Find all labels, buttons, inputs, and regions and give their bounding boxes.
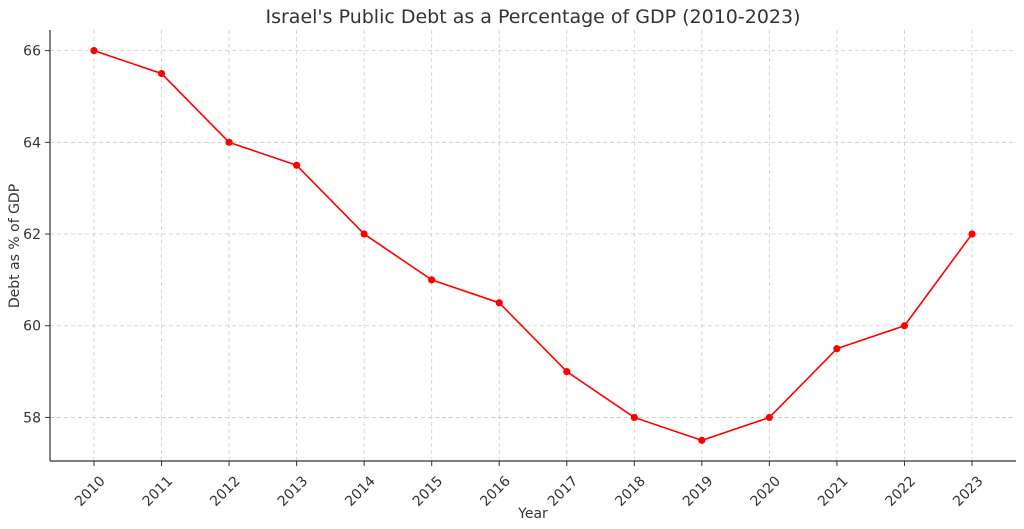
x-tick-label: 2017 (545, 473, 582, 510)
x-tick-labels: 2010 2011 2012 2013 2014 2015 2016 2017 2018 2019… (72, 461, 987, 510)
x-tick-label: 2020 (747, 473, 784, 510)
x-tick-label: 2016 (477, 473, 514, 510)
x-tick-label: 2022 (883, 473, 920, 510)
data-point (495, 299, 503, 307)
data-point (968, 230, 976, 238)
data-point (360, 230, 368, 238)
data-point (428, 276, 436, 284)
x-tick-label: 2015 (410, 473, 447, 510)
series-line (93, 49, 973, 442)
data-point (90, 47, 98, 55)
data-point (630, 413, 638, 422)
axes (49, 30, 1016, 462)
data-point (293, 161, 301, 169)
y-tick-label: 58 (23, 410, 41, 426)
x-tick-label: 2023 (950, 473, 987, 510)
x-tick-label: 2011 (140, 473, 177, 510)
y-tick-label: 64 (23, 135, 41, 151)
chart-title: Israel's Public Debt as a Percentage of … (265, 6, 800, 28)
data-point (157, 69, 166, 78)
x-axis-label: Year (517, 506, 548, 522)
y-tick-label: 62 (23, 227, 41, 243)
y-tick-label: 60 (23, 319, 41, 335)
x-tick-label: 2018 (612, 473, 649, 510)
x-tick-label: 2021 (815, 473, 852, 510)
y-tick-label: 66 (23, 44, 41, 60)
grid-lines (50, 30, 1016, 461)
data-point (765, 413, 773, 422)
data-point (698, 436, 706, 444)
x-tick-label: 2013 (275, 473, 312, 510)
x-tick-label: 2012 (207, 473, 244, 510)
y-tick-labels: 58 60 62 64 66 (23, 44, 50, 426)
x-tick-label: 2019 (680, 473, 717, 510)
data-point (833, 345, 841, 353)
x-tick-label: 2010 (72, 473, 109, 510)
y-axis-label: Debt as % of GDP (7, 184, 23, 308)
data-point (225, 138, 233, 146)
data-point (563, 367, 571, 376)
x-tick-label: 2014 (342, 473, 379, 510)
data-point (900, 322, 909, 330)
data-series (90, 47, 976, 444)
